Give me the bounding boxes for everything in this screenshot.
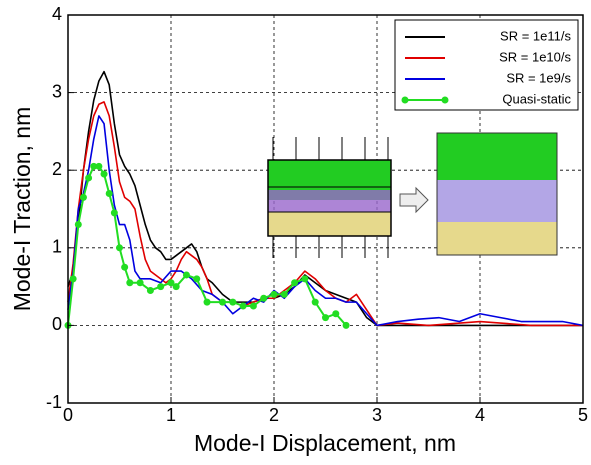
marker (74, 221, 82, 229)
marker (85, 174, 93, 182)
y-tick-label: 1 (52, 237, 62, 257)
marker (69, 275, 77, 283)
marker (311, 298, 319, 306)
y-tick-label: 3 (52, 81, 62, 101)
x-tick-label: 1 (166, 405, 176, 425)
marker (167, 279, 175, 287)
x-tick-label: 0 (63, 405, 73, 425)
y-tick-label: 2 (52, 159, 62, 179)
marker (90, 162, 98, 170)
legend-label: SR = 1e11/s (500, 28, 571, 43)
marker (79, 193, 87, 201)
marker (291, 279, 299, 287)
marker (229, 298, 237, 306)
x-tick-label: 2 (269, 405, 279, 425)
x-axis-label: Mode-I Displacement, nm (194, 430, 456, 456)
marker (322, 314, 329, 322)
inset-left (267, 137, 429, 258)
legend-marker (441, 96, 449, 104)
legend-label: SR = 1e9/s (506, 70, 571, 85)
marker (121, 263, 129, 271)
marker (110, 209, 118, 217)
marker (95, 162, 103, 170)
x-tick-label: 5 (578, 405, 588, 425)
legend-marker (401, 96, 409, 104)
legend-box (394, 19, 579, 111)
marker (100, 170, 108, 178)
marker (126, 279, 134, 287)
y-tick-label: 4 (52, 4, 62, 24)
legend: SR = 1e11/s SR = 1e10/s SR = 1e9/s Quasi-st… (394, 19, 579, 111)
marker (239, 302, 247, 310)
marker (203, 298, 211, 306)
marker (219, 298, 226, 306)
marker (146, 286, 154, 294)
plot-lines (64, 70, 584, 329)
plot-frame (67, 14, 584, 404)
y-tick-label: 0 (52, 314, 62, 334)
marker (301, 275, 309, 283)
marker (249, 302, 257, 310)
x-tick-label: 4 (475, 405, 485, 425)
marker (342, 321, 350, 329)
series-line (67, 70, 583, 327)
legend-label: Quasi-static (502, 91, 571, 106)
series-line (67, 115, 584, 327)
marker (136, 279, 144, 287)
x-tick-label: 3 (372, 405, 382, 425)
marker (332, 310, 340, 318)
marker (280, 290, 288, 298)
marker (270, 290, 278, 298)
marker (116, 244, 123, 252)
marker (182, 271, 190, 279)
marker (172, 283, 180, 291)
legend-label: SR = 1e10/s (499, 49, 571, 64)
marker (157, 283, 165, 291)
marker (105, 189, 113, 197)
y-axis-label: Mode-I Traction, nm (9, 107, 35, 312)
marker (260, 294, 268, 302)
inset-right (436, 132, 558, 256)
marker (193, 275, 201, 283)
y-tick-label: -1 (46, 392, 62, 412)
